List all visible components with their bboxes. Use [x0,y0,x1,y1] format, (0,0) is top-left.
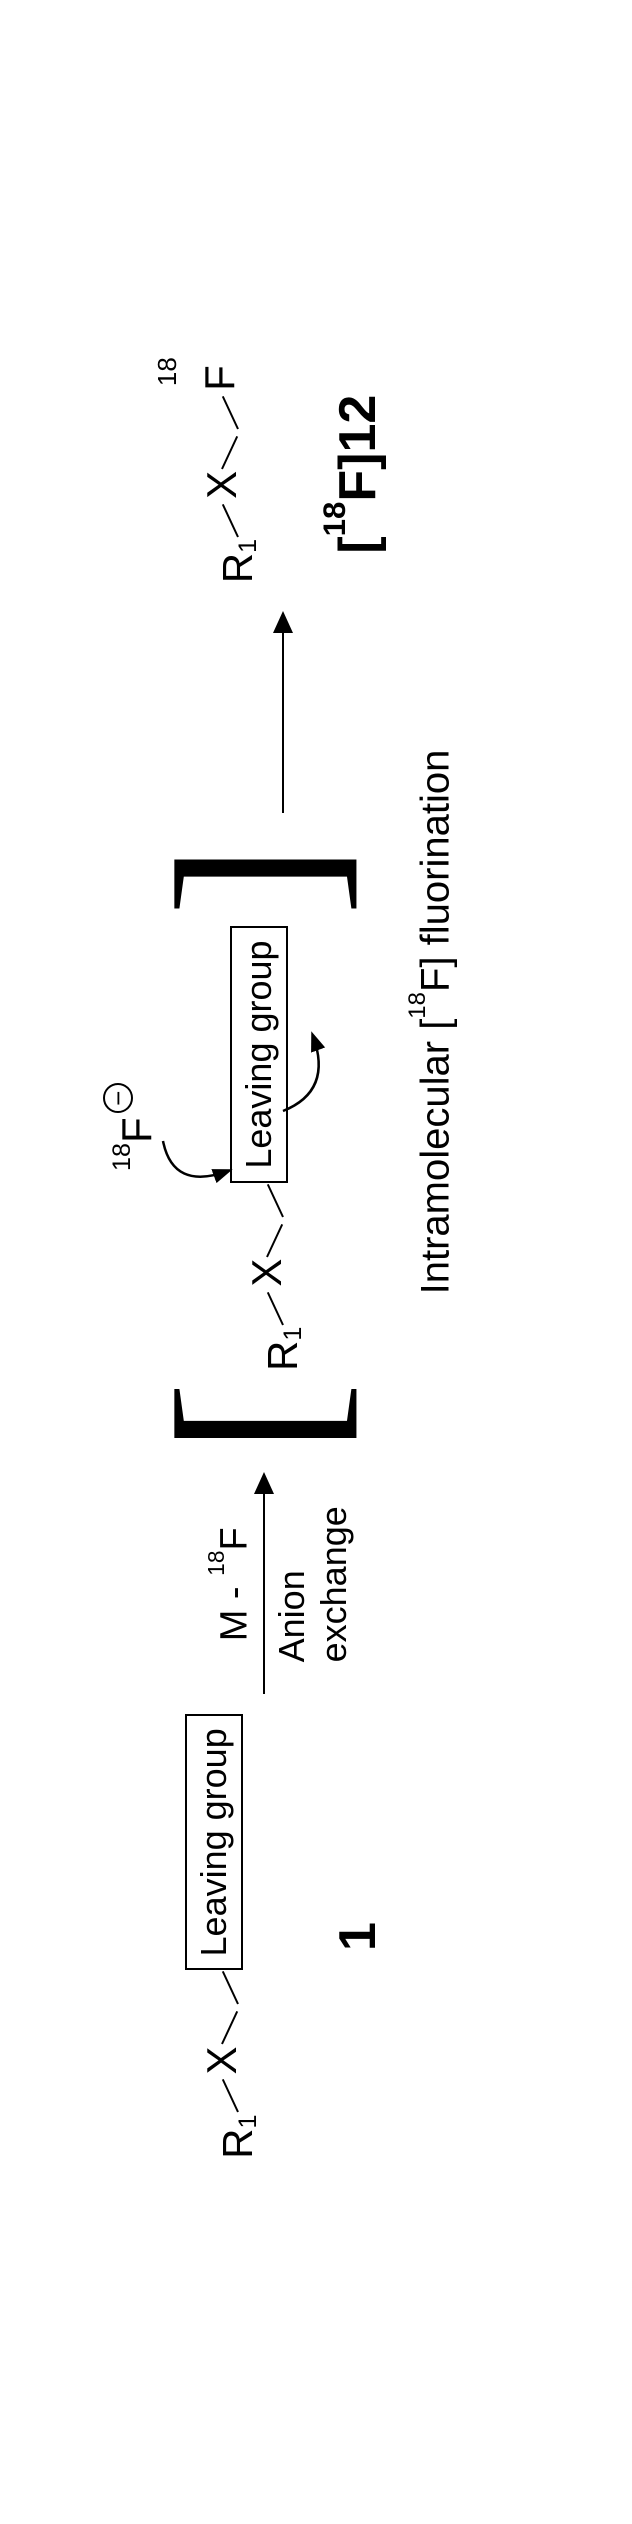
r1-sub: 1 [234,539,263,553]
leaving-group-box: Leaving group [185,1714,243,1970]
r1-letter: R [259,1341,307,1371]
f18-anion: 18F − [113,1083,161,1171]
r1-sub: 1 [279,1327,308,1341]
compound-1: R1 X Leaving group 1 [178,1714,388,2159]
x-atom: X [198,2046,246,2074]
bond [222,1971,239,2004]
product-structure: R1 X 18 F [178,365,298,583]
f-letter: F [196,365,244,391]
caption-iso: 18 [404,992,431,1019]
bond [222,396,239,429]
intermediate-structure: R1 X Leaving group [223,926,343,1371]
r1-letter: R [214,553,262,583]
x-atom: X [243,1259,291,1287]
product: R1 X 18 F [18F]12 [178,365,388,583]
reaction-scheme: R1 X Leaving group 1 M - 18F Anion excha… [0,0,632,2524]
bond [266,1224,283,1257]
bond [267,1184,284,1217]
arrow-top-pre: M - [214,1576,256,1641]
bond [267,1292,284,1325]
arrow-top-iso: 18 [203,1551,229,1576]
right-bracket: ] [143,843,363,916]
arrow-top-f: F [214,1527,256,1550]
arrow-bottom-2: exchange [313,1506,355,1662]
compound-1-label: 1 [328,1922,388,1951]
caption-post: F] fluorination [414,750,458,992]
left-bracket: [ [143,1381,363,1454]
arrow-bottom-label: Anion exchange [271,1506,355,1662]
f18-letter: F [113,1117,161,1143]
product-label: [18F]12 [328,395,388,554]
arrow-line [263,1474,265,1694]
arrow-bottom-1: Anion [271,1506,313,1662]
arrow-line [282,613,284,813]
arrow-anion-exchange: M - 18F Anion exchange [212,1474,355,1694]
f18-iso: 18 [108,1143,137,1171]
bond [221,2011,238,2044]
r1-group: R1 [214,539,262,583]
r1-group: R1 [214,2114,262,2158]
bond [222,2079,239,2112]
r1-sub: 1 [234,2114,263,2128]
arrow-to-product [282,613,284,813]
f18-iso: 18 [152,357,183,386]
r1-letter: R [214,2129,262,2159]
r1-group: R1 [259,1327,307,1371]
label-iso: 18 [317,502,352,537]
bond [221,436,238,469]
intermediate: 18F − [223,916,343,1381]
bond [222,504,239,537]
label-post: F]12 [329,395,387,502]
caption-pre: Intramolecular [ [414,1019,458,1295]
scheme-row: R1 X Leaving group 1 M - 18F Anion excha… [173,0,393,2524]
minus-charge: − [103,1083,133,1113]
label-pre: [ [329,536,387,553]
leaving-group-box: Leaving group [230,926,288,1182]
arrow-top-label: M - 18F [212,1527,257,1641]
compound-1-structure: R1 X Leaving group [178,1714,298,2159]
f18-group: 18 F [196,365,244,391]
x-atom: X [198,471,246,499]
scheme-caption: Intramolecular [18F] fluorination [413,750,458,1295]
